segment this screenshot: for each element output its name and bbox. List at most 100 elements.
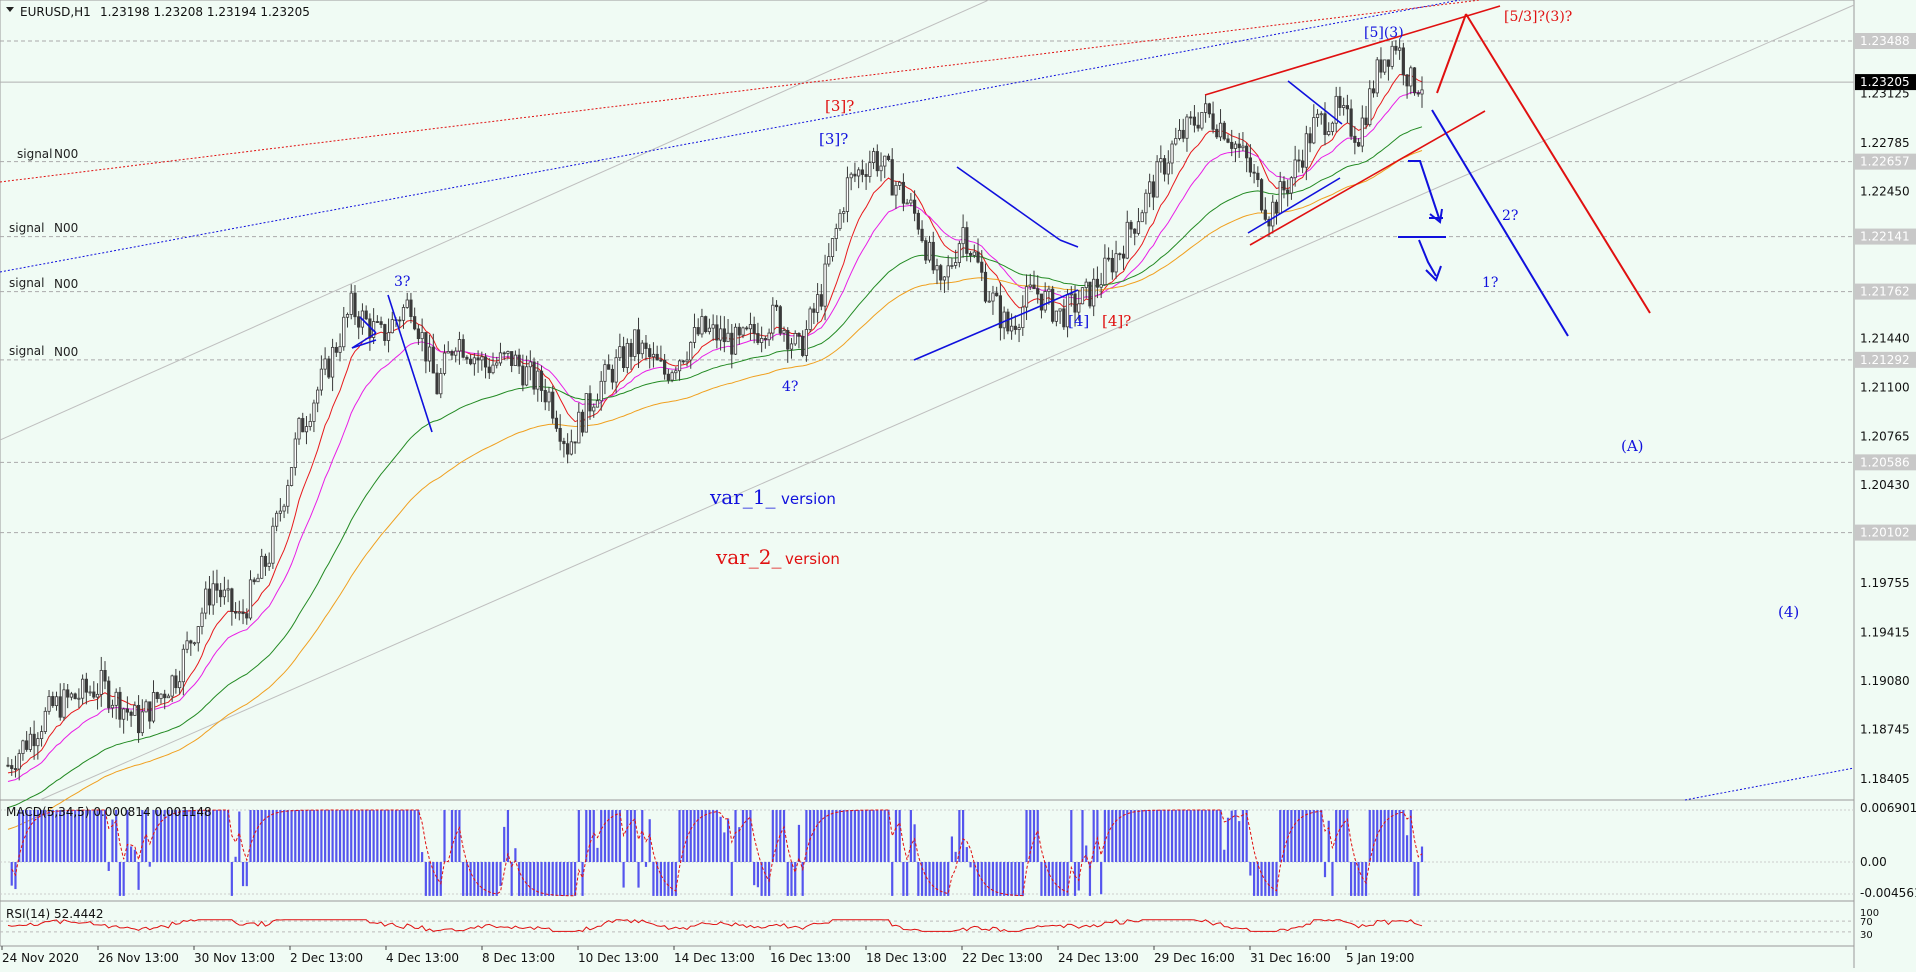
candle-body bbox=[88, 691, 92, 694]
candle bbox=[722, 316, 726, 353]
candle bbox=[924, 237, 928, 265]
candle-body bbox=[599, 380, 603, 402]
candle-body bbox=[32, 733, 36, 747]
version-suffix: version bbox=[781, 490, 836, 508]
candle bbox=[853, 162, 857, 183]
candle-body bbox=[655, 353, 659, 361]
candle bbox=[1110, 249, 1114, 280]
candle bbox=[968, 251, 973, 263]
candle bbox=[174, 668, 178, 694]
signal-value: N00 bbox=[54, 221, 78, 235]
candle bbox=[241, 599, 245, 625]
candle-body bbox=[1241, 145, 1245, 149]
candle bbox=[1342, 97, 1346, 116]
candle-body bbox=[610, 368, 615, 383]
candle bbox=[181, 644, 185, 696]
candle bbox=[118, 687, 122, 728]
candle-body bbox=[857, 169, 861, 177]
candle-body bbox=[625, 342, 629, 368]
price-tick-label: 1.21100 bbox=[1860, 381, 1910, 395]
candle bbox=[248, 570, 253, 621]
candle bbox=[909, 192, 913, 207]
candle bbox=[610, 364, 615, 390]
candle-body bbox=[845, 177, 850, 212]
candle bbox=[718, 315, 723, 351]
candle-body bbox=[998, 295, 1003, 329]
candle-body bbox=[289, 467, 294, 486]
candle-body bbox=[1028, 284, 1032, 288]
candle bbox=[185, 631, 189, 654]
candle-body bbox=[815, 294, 820, 313]
candle-body bbox=[1420, 89, 1424, 95]
candle bbox=[980, 250, 984, 282]
rsi-line bbox=[7, 919, 1423, 933]
candle-body bbox=[1002, 311, 1006, 329]
candle bbox=[1353, 126, 1357, 155]
candle-body bbox=[345, 314, 350, 318]
candle-body bbox=[1092, 278, 1096, 307]
candle bbox=[857, 167, 861, 189]
price-tick-label: 1.20430 bbox=[1860, 478, 1910, 492]
candle bbox=[603, 360, 607, 395]
candle-body bbox=[1278, 181, 1282, 214]
candle-body bbox=[1189, 116, 1193, 119]
candle-body bbox=[491, 364, 495, 374]
candle bbox=[1162, 155, 1167, 182]
candle bbox=[416, 324, 420, 345]
current-price-tag bbox=[1855, 74, 1916, 91]
candle-body bbox=[588, 393, 592, 412]
candle bbox=[1192, 105, 1197, 133]
candle-body bbox=[644, 342, 648, 349]
candle bbox=[789, 338, 794, 359]
macd-level-label: -0.004561 bbox=[1860, 886, 1916, 900]
candle bbox=[103, 661, 107, 690]
candle bbox=[457, 331, 462, 365]
candle-body bbox=[416, 328, 420, 340]
price-tick-label: 1.20586 bbox=[1860, 455, 1910, 469]
candle bbox=[1036, 275, 1040, 304]
candle-body bbox=[398, 319, 402, 322]
candle bbox=[842, 207, 846, 223]
candle-body bbox=[603, 364, 607, 382]
candle-body bbox=[1151, 181, 1155, 198]
candle bbox=[442, 344, 447, 376]
signal-label: signal bbox=[9, 344, 45, 358]
candle-body bbox=[733, 326, 738, 355]
candle bbox=[860, 159, 864, 183]
candle bbox=[681, 359, 685, 365]
x-tick-label: 4 Dec 13:00 bbox=[386, 951, 459, 965]
red-projection-down bbox=[1465, 13, 1651, 314]
candle-body bbox=[763, 338, 767, 341]
candle-body bbox=[1099, 284, 1103, 288]
candle bbox=[752, 316, 756, 344]
version-suffix: version bbox=[785, 550, 840, 568]
candle bbox=[1315, 109, 1320, 127]
candle bbox=[1151, 174, 1155, 211]
candle-body bbox=[1282, 181, 1286, 191]
candle-body bbox=[913, 199, 917, 214]
candle bbox=[17, 749, 21, 781]
candle bbox=[498, 342, 503, 366]
candle bbox=[651, 342, 656, 368]
candle bbox=[659, 345, 663, 363]
candle bbox=[577, 402, 581, 444]
candle bbox=[1401, 42, 1405, 86]
candle-body bbox=[767, 332, 771, 341]
candle-body bbox=[185, 640, 189, 650]
wave-label: 2? bbox=[1502, 208, 1518, 224]
candle bbox=[1241, 132, 1245, 152]
wave-label: (4) bbox=[1778, 603, 1799, 621]
candle bbox=[1013, 315, 1017, 335]
menu-triangle-icon[interactable] bbox=[6, 7, 14, 12]
candle-body bbox=[1315, 113, 1320, 118]
candle-body bbox=[312, 402, 316, 422]
candle-body bbox=[819, 294, 823, 307]
candle-body bbox=[532, 361, 536, 390]
candle bbox=[830, 238, 835, 262]
candle bbox=[476, 350, 480, 373]
candle-body bbox=[1088, 281, 1092, 307]
candle-body bbox=[621, 346, 626, 368]
candle-body bbox=[700, 316, 704, 335]
candle bbox=[1170, 140, 1174, 175]
candle bbox=[1263, 197, 1267, 222]
